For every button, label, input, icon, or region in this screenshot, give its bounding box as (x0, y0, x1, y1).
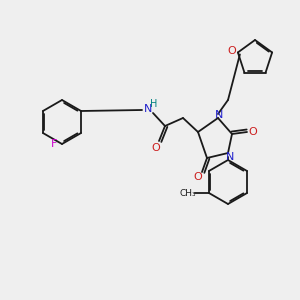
Text: O: O (194, 172, 202, 182)
Text: N: N (144, 104, 152, 114)
Text: O: O (249, 127, 257, 137)
Text: H: H (150, 99, 158, 109)
Text: CH₃: CH₃ (180, 188, 196, 197)
Text: O: O (227, 46, 236, 56)
Text: N: N (215, 110, 223, 120)
Text: O: O (152, 143, 160, 153)
Text: N: N (226, 152, 234, 162)
Text: F: F (51, 139, 57, 149)
